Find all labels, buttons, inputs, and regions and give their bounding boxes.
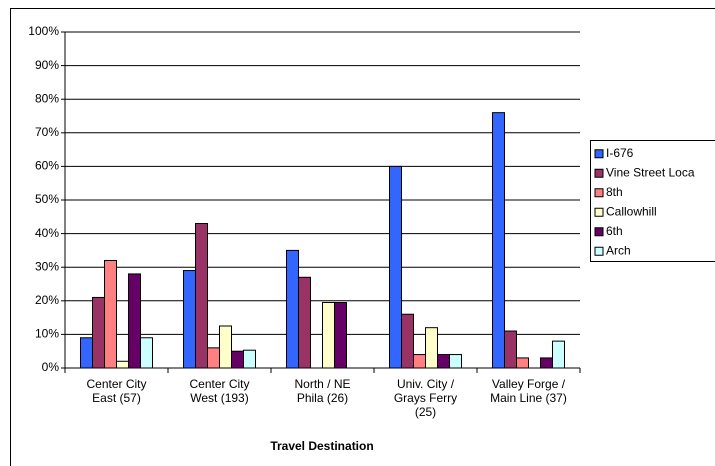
bar xyxy=(449,354,462,369)
bar xyxy=(116,360,129,369)
bar xyxy=(207,347,220,369)
y-tick-label: 100% xyxy=(28,24,59,38)
bar xyxy=(389,165,402,369)
x-tick-label: North / NE Phila (26) xyxy=(294,377,351,405)
bar xyxy=(552,340,565,369)
legend-label: 6th xyxy=(606,224,623,238)
legend-swatch xyxy=(594,227,604,237)
y-tick-label: 30% xyxy=(35,259,59,273)
bar xyxy=(334,301,347,369)
bar xyxy=(104,259,117,369)
legend-swatch xyxy=(594,246,604,256)
bar xyxy=(92,296,105,369)
y-tick-label: 20% xyxy=(35,293,59,307)
bar xyxy=(516,357,529,369)
chart-frame xyxy=(10,8,715,466)
bar xyxy=(80,337,93,369)
bar xyxy=(128,273,141,369)
legend-label: Vine Street Loca xyxy=(606,165,695,179)
legend-box xyxy=(590,140,715,262)
bar xyxy=(437,354,450,369)
y-tick-label: 0% xyxy=(42,360,60,374)
legend-swatch xyxy=(594,207,604,217)
bar xyxy=(243,349,256,369)
legend-swatch xyxy=(594,149,604,159)
x-tick-label: Center City West (193) xyxy=(189,377,250,405)
bar xyxy=(286,249,299,369)
y-tick-label: 70% xyxy=(35,125,59,139)
bar xyxy=(219,325,232,369)
y-tick-label: 10% xyxy=(35,327,59,341)
x-axis-title: Travel Destination xyxy=(270,439,373,453)
bar xyxy=(540,357,553,369)
x-tick-label: Center City East (57) xyxy=(86,377,147,405)
bar xyxy=(413,354,426,369)
legend-swatch xyxy=(594,168,604,178)
y-tick-label: 90% xyxy=(35,58,59,72)
legend-swatch xyxy=(594,188,604,198)
bar xyxy=(322,301,335,369)
x-tick-label: Valley Forge / Main Line (37) xyxy=(490,377,567,405)
bar xyxy=(140,337,153,369)
bar xyxy=(231,350,244,369)
y-tick-label: 50% xyxy=(35,192,59,206)
bar xyxy=(298,276,311,369)
bar xyxy=(195,223,208,369)
legend-label: I-676 xyxy=(606,146,634,160)
bar xyxy=(401,313,414,369)
bar xyxy=(504,330,517,369)
legend-label: 8th xyxy=(606,185,623,199)
bar xyxy=(425,327,438,369)
y-tick-label: 80% xyxy=(35,91,59,105)
legend-label: Callowhill xyxy=(606,204,657,218)
y-tick-label: 60% xyxy=(35,159,59,173)
x-tick-label: Univ. City / Grays Ferry (25) xyxy=(393,377,458,419)
bar xyxy=(492,112,505,369)
y-tick-label: 40% xyxy=(35,226,59,240)
legend-label: Arch xyxy=(606,243,631,257)
bar xyxy=(183,270,196,369)
